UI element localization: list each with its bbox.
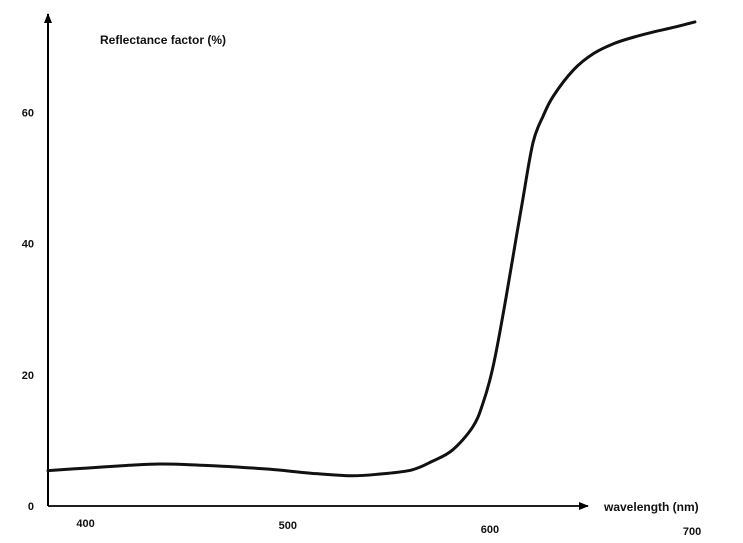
y-axis-title: Reflectance factor (%) xyxy=(100,33,226,47)
y-tick-labels: 0 20 40 60 xyxy=(22,107,34,513)
y-tick-label: 60 xyxy=(22,107,34,119)
reflectance-curve xyxy=(46,20,697,478)
y-tick-label: 0 xyxy=(28,501,34,513)
x-tick-label: 700 xyxy=(683,526,701,538)
x-tick-label: 400 xyxy=(76,518,94,530)
x-axis-title: wavelength (nm) xyxy=(603,500,699,514)
x-tick-label: 500 xyxy=(279,520,297,532)
y-tick-label: 20 xyxy=(22,370,34,382)
x-tick-label: 600 xyxy=(481,524,499,536)
x-tick-labels: 400 500 600 700 xyxy=(76,518,701,538)
y-tick-label: 40 xyxy=(22,239,34,251)
series-group xyxy=(46,20,697,478)
